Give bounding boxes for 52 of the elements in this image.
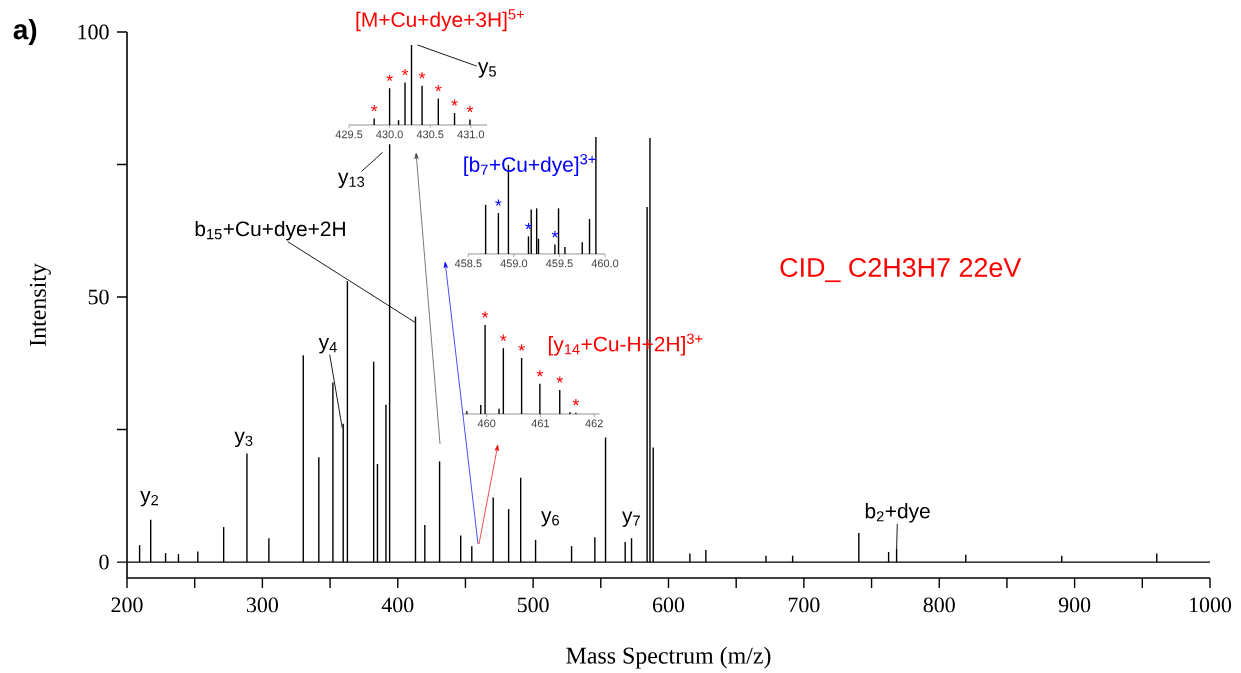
annotation: * (481, 311, 489, 318)
annotation: * (551, 231, 559, 238)
annotation: y$_{7}$ (622, 511, 640, 527)
annotation: * (556, 376, 563, 383)
annotation: b$_{2}$+dye (865, 503, 930, 523)
annotation: * (495, 199, 502, 206)
x-tick-label: 700 (788, 597, 820, 613)
text: a) (13, 18, 37, 45)
x-tick-label: 459.0 (500, 259, 528, 268)
x-tick-label: 430.0 (376, 130, 403, 139)
annotation: * (518, 344, 525, 351)
x-tick-label: 430.5 (416, 130, 444, 139)
x-tick-label: 500 (517, 597, 549, 613)
annotation: * (572, 399, 580, 406)
annotation: * (451, 99, 458, 106)
x-tick-label: 461 (531, 419, 550, 428)
annotation: * (386, 74, 393, 81)
x-tick-label: 429.5 (335, 130, 363, 139)
y-tick-label: 0 (99, 554, 109, 570)
y-tick-label: 50 (88, 289, 109, 305)
x-tick-label: 460 (477, 419, 496, 428)
y-tick-label: 100 (78, 24, 109, 40)
x-tick-label: 431.0 (457, 130, 485, 139)
annotation: CID_ C2H3H7 22eV (780, 257, 1022, 283)
annotation: y$_{3}$ (234, 431, 253, 448)
x-tick-label: 459.5 (545, 259, 573, 268)
annotation: y$_{6}$ (541, 511, 559, 527)
x-tick-label: 462 (585, 419, 603, 428)
annotation: y$_{2}$ (140, 490, 159, 507)
x-tick-label: 900 (1058, 597, 1091, 613)
annotation: * (370, 105, 378, 112)
x-tick-label: 300 (246, 597, 278, 613)
annotation: y$_{4}$ (318, 338, 337, 354)
y-axis-title: Intensity (29, 263, 51, 346)
chart-title: [M+Cu+dye+3H]$^{5+}$ (356, 9, 524, 32)
x-tick-label: 200 (111, 597, 143, 613)
x-tick-label: 460.0 (591, 259, 619, 268)
x-tick-label: 1000 (1189, 597, 1232, 613)
annotation: * (500, 334, 507, 341)
annotation: b$_{15}$+Cu+dye+2H (195, 220, 345, 241)
annotation: y$_{5}$ (478, 62, 496, 78)
x-tick-label: 400 (381, 597, 414, 613)
annotation: * (466, 105, 474, 113)
x-tick-label: 458.5 (454, 259, 482, 268)
x-axis-title: Mass Spectrum (m/z) (566, 646, 771, 669)
annotation: * (418, 72, 426, 79)
x-tick-label: 600 (653, 597, 685, 613)
x-tick-label: 800 (923, 597, 955, 613)
annotation: * (536, 370, 544, 377)
annotation: * (401, 69, 409, 76)
annotation: * (435, 85, 442, 92)
annotation: y$_{13}$ (338, 172, 365, 189)
